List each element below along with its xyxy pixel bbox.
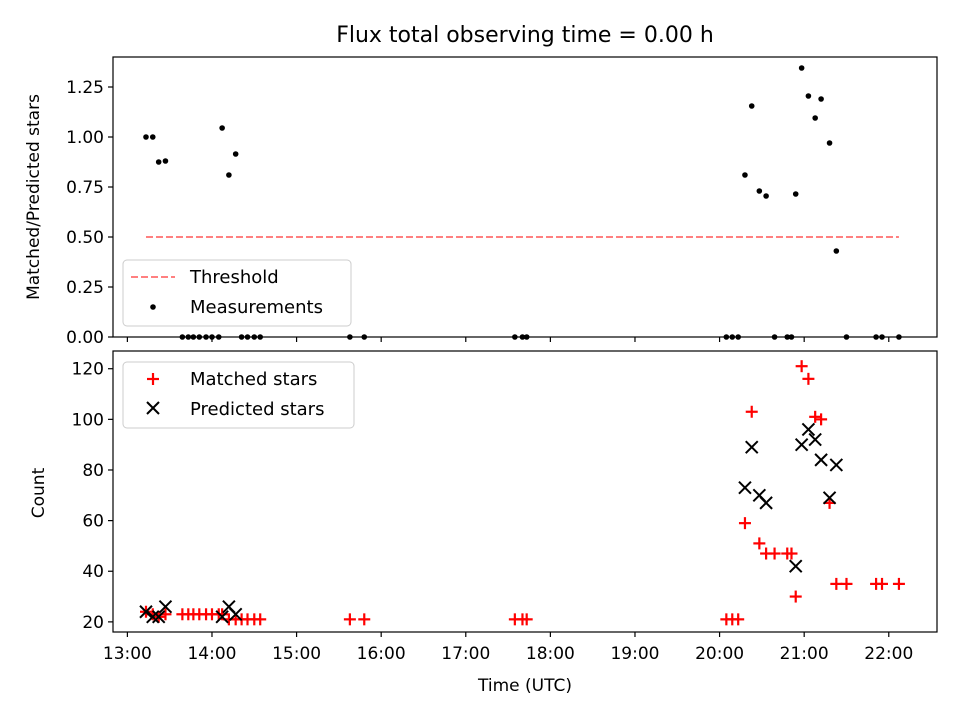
measurement-point [742,172,748,178]
measurement-point [792,191,799,197]
matched-stars-point [358,613,371,626]
matched-stars-point [795,360,808,373]
legend: Matched stars Predicted stars [122,361,355,429]
chart-title: Flux total observing time = 0.00 h [336,23,714,48]
legend-matched-swatch [147,373,159,385]
legend-threshold-label: Threshold [189,267,279,288]
x-tick-label: 13:00 [103,644,152,664]
predicted-stars-point [829,458,844,472]
measurement-point [226,172,232,178]
matched-stars-point [876,577,889,590]
measurement-point [798,65,805,71]
matched-stars-point [745,405,758,418]
matched-stars-point [768,547,781,560]
matched-stars-point [753,537,766,550]
measurement-point [833,248,840,254]
predicted-stars-point [228,607,243,621]
matched-stars-point [830,577,843,590]
legend-measurements-swatch [150,304,156,310]
measurement-point [763,193,769,199]
legend: Threshold Measurements [122,259,352,327]
y-tick-label: 1.25 [66,78,104,98]
legend-predicted-swatch [146,401,160,415]
plot-frame [112,350,938,633]
measurement-point [143,134,149,140]
x-tick-label: 20:00 [695,644,744,664]
y-tick-label: 40 [82,562,104,582]
x-tick-label: 17:00 [441,644,490,664]
matched-stars-point [785,547,798,560]
predicted-stars-point [745,440,759,454]
legend-measurements-label: Measurements [190,297,323,318]
predicted-stars-point [801,422,816,437]
predicted-stars-point [215,610,229,624]
y-tick-label: 0.00 [66,328,104,348]
y-tick-label: 0.75 [66,178,104,198]
x-tick-label: 21:00 [780,644,829,664]
matched-stars-point [789,590,802,603]
y-axis-label: Matched/Predicted stars [24,94,44,300]
measurement-point [818,96,824,102]
measurement-point [219,125,225,131]
x-tick-label: 18:00 [526,644,575,664]
x-tick-label: 14:00 [187,644,236,664]
predicted-stars-point [789,559,803,573]
predicted-stars-point [738,480,752,495]
measurement-point [756,188,763,194]
y-tick-label: 120 [72,360,104,380]
predicted-stars-point [759,496,773,510]
matched-stars-point [809,410,822,423]
measurement-point [155,159,162,165]
matched-stars-point [732,613,745,626]
matched-stars-point [216,608,229,621]
predicted-stars-point [814,453,828,467]
y-tick-label: 1.00 [66,128,104,148]
matched-stars-point [738,517,751,530]
predicted-stars-point [822,491,837,505]
predicted-stars-point [808,432,822,447]
predicted-stars-point [139,605,153,619]
y-axis-label: Count [29,467,49,518]
y-tick-label: 60 [82,512,104,532]
predicted-stars-point [151,610,166,624]
measurement-point [232,151,239,157]
matched-stars-point [254,613,267,626]
y-tick-label: 100 [72,410,104,430]
measurement-point [805,93,812,99]
predicted-stars-point [794,437,809,452]
matched-stars-point [892,577,905,590]
x-tick-label: 15:00 [272,644,321,664]
x-tick-label: 19:00 [610,644,659,664]
measurement-point [149,134,156,140]
x-tick-label: 16:00 [357,644,406,664]
measurement-point [162,158,169,164]
legend-matched-label: Matched stars [190,369,317,390]
matched-stars-point [815,413,828,426]
y-tick-label: 80 [82,461,104,481]
flux-ratio-panel: Flux total observing time = 0.00 h Match… [24,23,938,348]
matched-stars-point [840,577,853,590]
measurement-point [826,140,833,146]
plot-marks [139,360,905,626]
axis-ticks: 13:00 14:00 15:00 16:00 17:00 18:00 19:00 20:00… [72,360,914,664]
matched-stars-point [343,613,356,626]
x-tick-label: 22:00 [864,644,913,664]
measurement-point [748,103,755,109]
axis-ticks: 0.00 0.25 0.50 0.75 1.00 1.25 [66,78,890,348]
matched-stars-point [520,613,533,626]
measurement-point [812,115,818,121]
y-tick-label: 0.50 [66,228,104,248]
plot-frame [112,56,938,338]
matched-stars-point [802,372,815,385]
legend-predicted-label: Predicted stars [190,399,324,420]
x-axis-label: Time (UTC) [477,676,572,696]
predicted-stars-point [158,599,173,614]
predicted-stars-point [146,610,160,624]
y-tick-label: 20 [82,613,104,633]
star-count-panel: Count Time (UTC) 13:00 14:00 15:00 16:00 17:… [29,350,938,696]
y-tick-label: 0.25 [66,278,104,298]
